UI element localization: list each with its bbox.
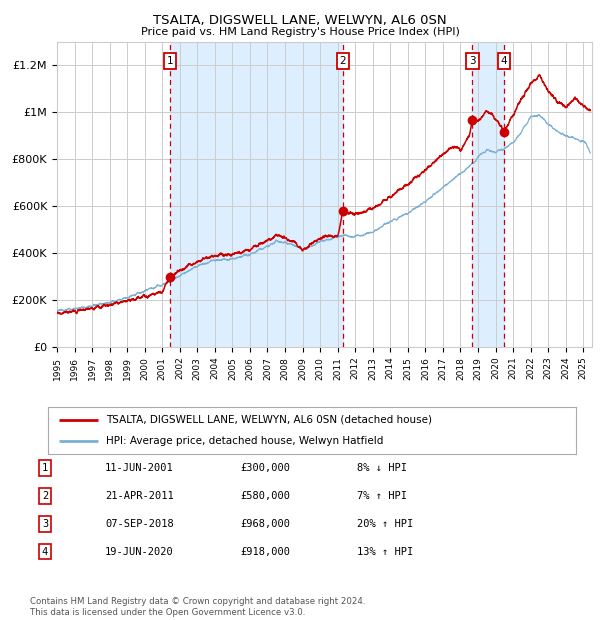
Text: 4: 4 bbox=[42, 547, 48, 557]
Text: 1: 1 bbox=[42, 463, 48, 473]
Text: 3: 3 bbox=[42, 519, 48, 529]
Text: 4: 4 bbox=[500, 56, 507, 66]
Text: 20% ↑ HPI: 20% ↑ HPI bbox=[357, 519, 413, 529]
Text: 7% ↑ HPI: 7% ↑ HPI bbox=[357, 491, 407, 501]
Text: HPI: Average price, detached house, Welwyn Hatfield: HPI: Average price, detached house, Welw… bbox=[106, 436, 383, 446]
Bar bbox=[504, 42, 592, 347]
Text: TSALTA, DIGSWELL LANE, WELWYN, AL6 0SN (detached house): TSALTA, DIGSWELL LANE, WELWYN, AL6 0SN (… bbox=[106, 415, 432, 425]
Bar bbox=[170, 42, 343, 347]
Text: £300,000: £300,000 bbox=[240, 463, 290, 473]
Text: 11-JUN-2001: 11-JUN-2001 bbox=[105, 463, 174, 473]
Text: Price paid vs. HM Land Registry's House Price Index (HPI): Price paid vs. HM Land Registry's House … bbox=[140, 27, 460, 37]
Bar bbox=[472, 42, 504, 347]
Text: 07-SEP-2018: 07-SEP-2018 bbox=[105, 519, 174, 529]
Text: Contains HM Land Registry data © Crown copyright and database right 2024.
This d: Contains HM Land Registry data © Crown c… bbox=[30, 598, 365, 617]
Text: TSALTA, DIGSWELL LANE, WELWYN, AL6 0SN: TSALTA, DIGSWELL LANE, WELWYN, AL6 0SN bbox=[153, 14, 447, 27]
Text: 2: 2 bbox=[42, 491, 48, 501]
Text: 3: 3 bbox=[469, 56, 476, 66]
Text: 21-APR-2011: 21-APR-2011 bbox=[105, 491, 174, 501]
Text: 8% ↓ HPI: 8% ↓ HPI bbox=[357, 463, 407, 473]
Text: 1: 1 bbox=[167, 56, 173, 66]
Text: £918,000: £918,000 bbox=[240, 547, 290, 557]
Text: £968,000: £968,000 bbox=[240, 519, 290, 529]
Text: £580,000: £580,000 bbox=[240, 491, 290, 501]
Text: 2: 2 bbox=[340, 56, 346, 66]
Text: 19-JUN-2020: 19-JUN-2020 bbox=[105, 547, 174, 557]
Text: 13% ↑ HPI: 13% ↑ HPI bbox=[357, 547, 413, 557]
